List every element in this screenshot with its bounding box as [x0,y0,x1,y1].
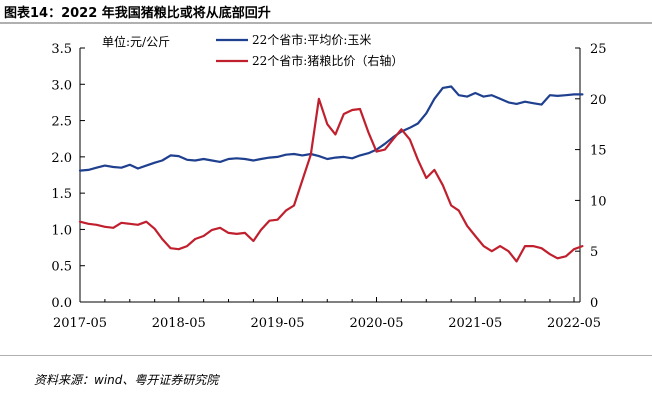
right-tick-label: 20 [590,93,607,108]
source-divider [0,355,652,356]
figure-title: 图表14：2022 年我国猪粮比或将从底部回升 [4,6,271,21]
series-layer [78,85,584,263]
axes: 0.0 0.5 1.0 1.5 2.0 2.5 3.0 3.5 0 5 10 15 20 25 2017-0… [51,42,606,331]
legend-label-corn: 22个省市:平均价:玉米 [252,32,371,47]
x-tick-label: 2020-05 [349,316,403,331]
left-tick-label: 3.0 [51,78,72,93]
x-tick-label: 2022-05 [547,316,601,331]
x-tick-label: 2018-05 [152,316,206,331]
source-note: 资料来源：wind、粤开证券研究院 [34,373,219,387]
x-tick-label: 2021-05 [448,316,502,331]
series-line-hog-grain [78,97,584,263]
right-tick-label: 10 [590,194,607,209]
left-tick-label: 2.0 [51,151,72,166]
left-tick-label: 2.5 [51,115,72,130]
left-tick-label: 3.5 [51,42,72,57]
right-tick-label: 15 [590,144,607,159]
x-tick-label: 2019-05 [250,316,304,331]
series-line-corn [78,85,584,172]
legend-label-hog-grain: 22个省市:猪粮比价（右轴） [252,53,403,68]
unit-label: 单位:元/公斤 [102,34,170,49]
right-tick-label: 0 [590,296,598,311]
x-tick-label: 2017-05 [53,316,107,331]
left-tick-label: 1.5 [51,187,72,202]
right-tick-label: 5 [590,245,598,260]
line-chart: 0.0 0.5 1.0 1.5 2.0 2.5 3.0 3.5 0 5 10 15 20 25 2017-0… [51,32,606,331]
left-tick-label: 0.0 [51,296,72,311]
legend: 22个省市:平均价:玉米 22个省市:猪粮比价（右轴） [216,32,403,68]
left-tick-label: 0.5 [51,260,72,275]
left-tick-label: 1.0 [51,223,72,238]
right-tick-label: 25 [590,42,607,57]
title-divider [0,22,652,24]
